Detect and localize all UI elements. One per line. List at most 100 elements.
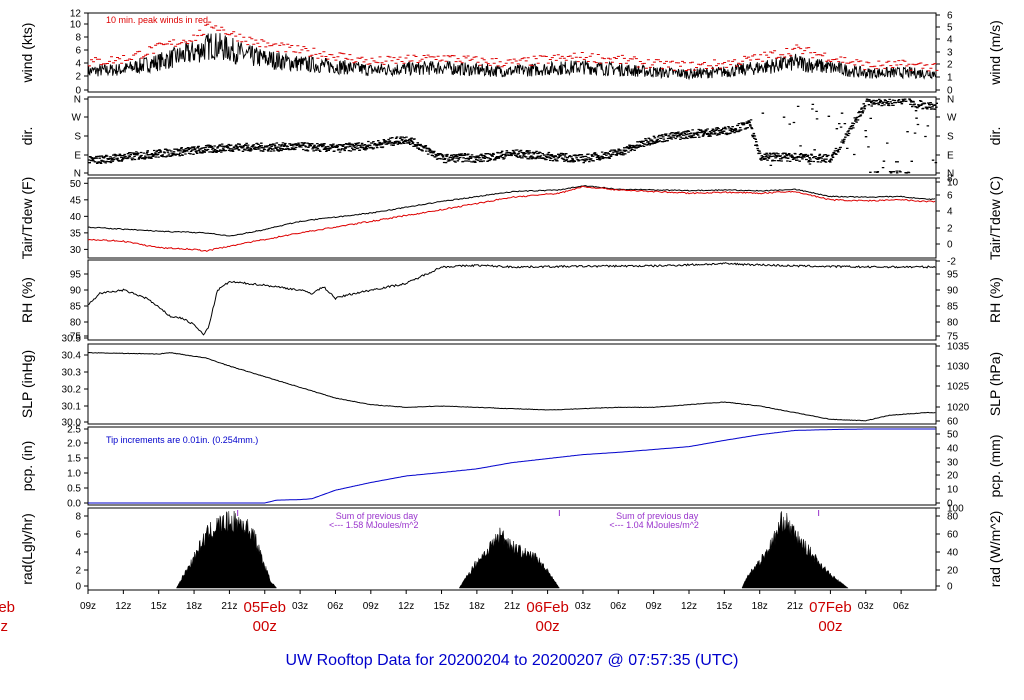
radiation-area-day-3 <box>741 511 849 589</box>
tick-label-right-wind: 5 <box>947 23 953 34</box>
tick-label-left-rh: 95 <box>70 270 82 281</box>
tick-label-left-temp: 45 <box>70 195 82 206</box>
tick-label-right-dir: S <box>947 132 954 143</box>
panel-frame-pcp <box>87 426 937 506</box>
tick-label-right-slp: 1025 <box>947 382 970 393</box>
day-label-date: 07Feb <box>809 599 852 616</box>
tick-label-right-pcp: 30 <box>947 458 959 469</box>
tick-label-left-wind: 12 <box>70 9 82 20</box>
tick-label-left-rh: 85 <box>70 302 82 313</box>
x-tick-label: 18z <box>752 601 768 612</box>
tick-label-right-dir: E <box>947 151 954 162</box>
tick-label-left-dir: W <box>72 113 82 124</box>
tick-label-right-rad: 20 <box>947 566 959 577</box>
ylabel-right-slp: SLP (hPa) <box>987 352 1003 416</box>
tick-label-right-wind: 1 <box>947 73 953 84</box>
tick-label-right-temp: 8 <box>947 174 953 185</box>
radiation-area-day-2 <box>458 527 560 589</box>
wind-annotation: 10 min. peak winds in red <box>106 15 208 25</box>
tick-label-right-rh: 95 <box>947 270 959 281</box>
edge-day-label-hour: z <box>1 618 9 635</box>
tick-label-left-rh: 75 <box>70 332 82 343</box>
tick-label-left-rad: 0 <box>75 582 81 593</box>
tick-label-left-slp: 30.0 <box>62 418 82 429</box>
x-tick-label: 06z <box>893 601 909 612</box>
tick-label-left-wind: 6 <box>75 46 81 57</box>
tick-label-left-wind: 10 <box>70 20 82 31</box>
wind-direction-points <box>88 98 938 174</box>
x-tick-label: 09z <box>646 601 662 612</box>
x-tick-label: 12z <box>681 601 697 612</box>
tick-label-right-wind: 3 <box>947 48 953 59</box>
panel-frame-slp <box>87 343 937 425</box>
tick-label-left-dir: S <box>74 132 81 143</box>
ylabel-right-temp: Tair/Tdew (C) <box>987 176 1003 260</box>
tick-label-left-slp: 30.4 <box>62 351 82 362</box>
tick-label-left-wind: 0 <box>75 86 81 97</box>
chart-title: UW Rooftop Data for 20200204 to 20200207… <box>286 652 739 669</box>
x-tick-label: 21z <box>221 601 237 612</box>
tick-label-right-pcp: 60 <box>947 417 959 428</box>
radiation-sum-note-line2: <--- 1.04 MJoules/m^2 <box>609 520 699 530</box>
tick-label-left-temp: 50 <box>70 179 82 190</box>
tick-label-right-wind: 6 <box>947 11 953 22</box>
radiation-sum-note-line1: Sum of previous day <box>616 511 699 521</box>
tick-label-left-temp: 35 <box>70 228 82 239</box>
tick-label-right-pcp: 10 <box>947 485 959 496</box>
tick-label-right-pcp: 20 <box>947 471 959 482</box>
tick-label-left-pcp: 0.5 <box>67 484 81 495</box>
ylabel-left-rh: RH (%) <box>19 277 35 323</box>
precipitation-line <box>88 428 936 504</box>
tick-label-right-rad: 40 <box>947 548 959 559</box>
ylabel-left-pcp: pcp. (in) <box>19 441 35 492</box>
tick-label-right-wind: 0 <box>947 86 953 97</box>
x-tick-label: 06z <box>610 601 626 612</box>
tick-label-left-slp: 30.2 <box>62 385 82 396</box>
ylabel-left-wind: wind (kts) <box>19 23 35 84</box>
tick-label-right-dir: W <box>947 113 957 124</box>
x-tick-label: 15z <box>716 601 732 612</box>
dewpoint-line <box>87 185 936 252</box>
tick-label-right-wind: 4 <box>947 35 953 46</box>
tick-label-left-pcp: 1.0 <box>67 469 81 480</box>
tick-label-right-wind: 2 <box>947 60 953 71</box>
x-tick-label: 12z <box>115 601 131 612</box>
ylabel-right-dir: dir. <box>987 127 1003 146</box>
tick-label-left-dir: E <box>74 151 81 162</box>
tick-label-left-dir: N <box>74 169 81 180</box>
tick-label-left-pcp: 1.5 <box>67 454 81 465</box>
tick-label-right-rad: 60 <box>947 530 959 541</box>
tick-label-right-slp: 1035 <box>947 342 970 353</box>
panel-frame-rh <box>87 259 937 341</box>
tick-label-right-slp: 1020 <box>947 403 970 414</box>
day-label-date: 05Feb <box>243 599 286 616</box>
x-tick-label: 03z <box>292 601 308 612</box>
tick-label-right-temp: 10 <box>947 178 959 189</box>
sea-level-pressure-line <box>87 351 936 422</box>
ylabel-left-dir: dir. <box>19 127 35 146</box>
x-tick-label: 18z <box>186 601 202 612</box>
air-temperature-line <box>87 185 936 237</box>
ylabel-left-slp: SLP (inHg) <box>19 350 35 418</box>
x-tick-label: 03z <box>575 601 591 612</box>
tick-label-left-temp: 40 <box>70 212 82 223</box>
tick-label-right-temp: 2 <box>947 224 953 235</box>
edge-day-label-date: eb <box>0 599 15 616</box>
tick-label-left-rad: 2 <box>75 566 81 577</box>
precipitation-annotation: Tip increments are 0.01in. (0.254mm.) <box>106 435 258 445</box>
x-tick-label: 09z <box>80 601 96 612</box>
tick-label-right-slp: 1030 <box>947 362 970 373</box>
ylabel-left-temp: Tair/Tdew (F) <box>19 177 35 259</box>
day-label-date: 06Feb <box>526 599 569 616</box>
tick-label-left-slp: 30.3 <box>62 368 82 379</box>
tick-label-right-pcp: 40 <box>947 444 959 455</box>
panel-frame-temp <box>87 177 937 259</box>
x-tick-label: 09z <box>363 601 379 612</box>
tick-label-right-rh: 75 <box>947 332 959 343</box>
tick-label-right-dir: N <box>947 95 954 106</box>
tick-label-left-pcp: 2.0 <box>67 439 81 450</box>
panel-frame-dir <box>87 96 937 176</box>
x-tick-label: 06z <box>327 601 343 612</box>
x-tick-label: 03z <box>858 601 874 612</box>
ylabel-right-rh: RH (%) <box>987 277 1003 323</box>
